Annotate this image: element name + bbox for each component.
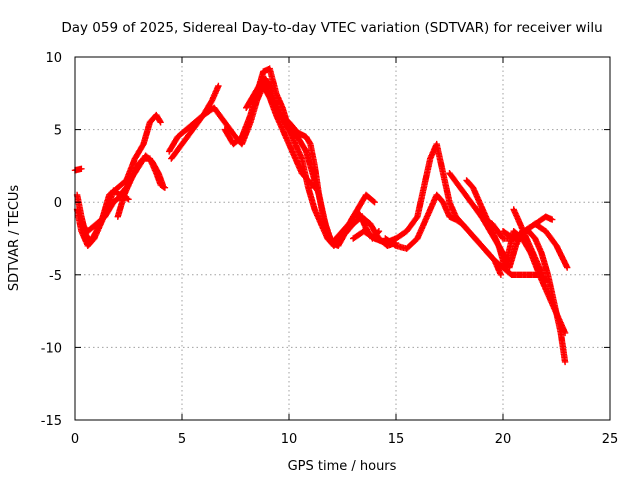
x-tick-label: 0 [71,432,79,447]
data-point-markers [382,191,541,278]
y-tick-label: 0 [54,196,62,211]
data-point-markers [71,165,85,174]
x-axis-label: GPS time / hours [288,459,397,474]
data-points [71,65,571,366]
y-tick-label: -5 [49,269,62,284]
series-satellite-pass-F [166,82,222,155]
series-satellite-pass-A [73,111,164,247]
y-tick-label: 10 [45,51,62,66]
data-point-markers [166,82,222,155]
x-tick-label: 5 [178,432,186,447]
series-satellite-pass-D [71,165,85,174]
x-tick-label: 20 [495,432,512,447]
y-tick-label: 5 [54,124,62,139]
data-point-markers [253,82,318,191]
y-tick-label: -15 [41,414,62,429]
series-satellite-pass-L [382,191,541,278]
data-point-markers [463,177,569,337]
y-tick-label: -10 [41,341,62,356]
series-satellite-pass-E [114,155,169,220]
data-point-markers [243,75,400,249]
series-satellite-pass-J [253,82,318,191]
chart-title: Day 059 of 2025, Sidereal Day-to-day VTE… [61,20,602,36]
x-tick-label: 15 [388,432,405,447]
data-point-markers [73,111,164,247]
x-tick-label: 25 [602,432,619,447]
data-point-markers [499,213,556,242]
data-point-markers [114,155,169,220]
axis-ticks: 0 5 10 15 20 25 -15 -10 -5 0 5 10 [41,51,619,447]
series-satellite-pass-Q [499,213,556,242]
y-axis-label: SDTVAR / TECUs [7,185,22,292]
plot-frame [74,56,611,421]
series-satellite-pass-I [243,75,400,249]
series-satellite-pass-N [463,177,569,337]
x-tick-label: 10 [281,432,298,447]
